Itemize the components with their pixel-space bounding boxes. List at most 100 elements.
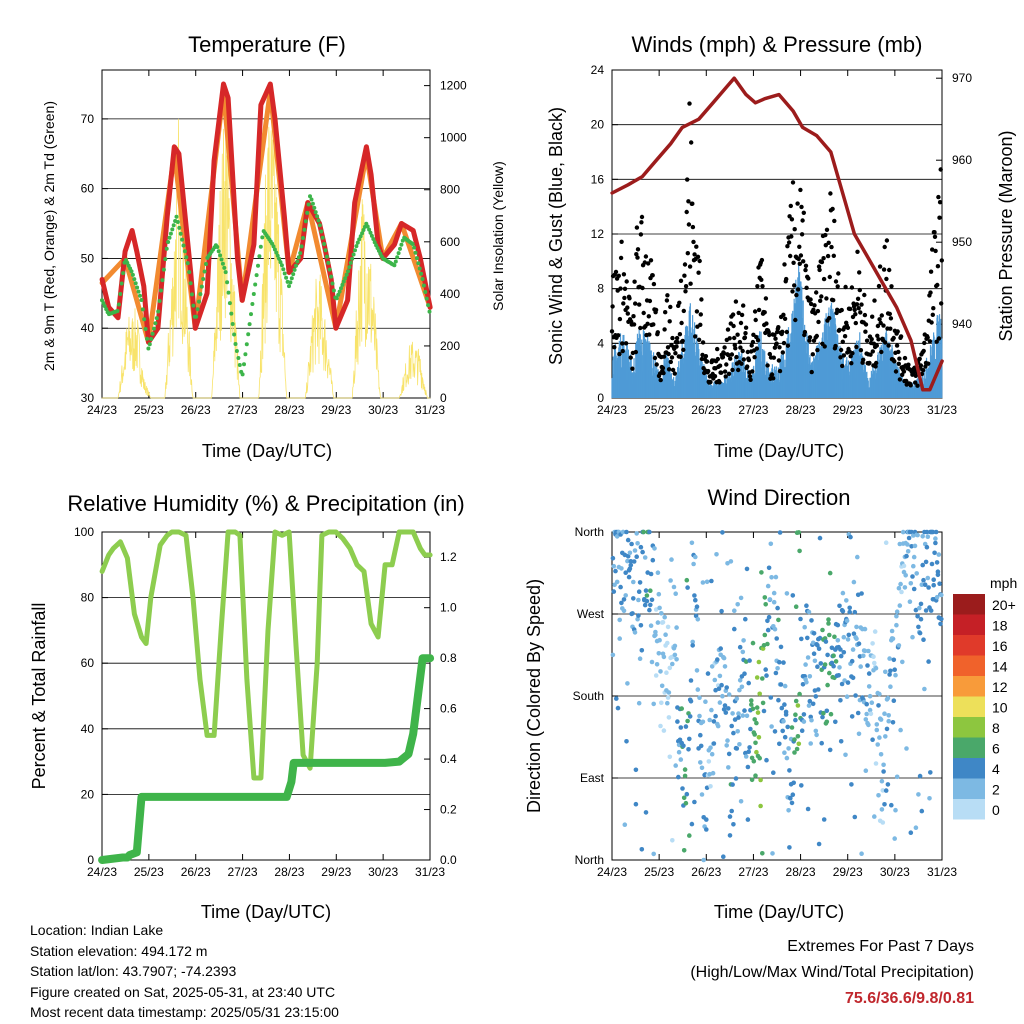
gust-point — [743, 331, 748, 336]
direction-point — [732, 717, 738, 722]
gust-point — [884, 276, 889, 282]
direction-point — [721, 854, 726, 859]
direction-point — [633, 767, 639, 773]
gust-point — [669, 355, 675, 360]
humidity-xlabel: Time (Day/UTC) — [201, 902, 331, 922]
gust-point — [809, 369, 814, 375]
gust-point — [814, 290, 819, 295]
direction-point — [730, 782, 735, 787]
gust-point — [832, 218, 837, 224]
direction-point — [692, 799, 697, 805]
y-tick-label: South — [573, 689, 604, 703]
direction-point — [886, 713, 891, 718]
gust-point — [670, 335, 675, 341]
gust-point — [906, 362, 911, 367]
direction-point — [709, 751, 715, 757]
direction-point — [709, 707, 714, 713]
direction-point — [781, 660, 786, 665]
direction-point — [855, 710, 861, 716]
gust-point — [618, 286, 623, 291]
dewpoint-point — [346, 269, 350, 274]
direction-point — [754, 675, 760, 680]
direction-point — [682, 767, 688, 772]
gust-point — [923, 364, 928, 369]
gust-point — [790, 180, 796, 185]
gust-point — [661, 370, 666, 376]
y-tick-label: 80 — [81, 591, 95, 605]
dewpoint-point — [195, 307, 200, 312]
dewpoint-point — [149, 337, 154, 341]
gust-point — [753, 317, 758, 323]
dewpoint-point — [372, 240, 377, 245]
direction-point — [744, 566, 750, 572]
gust-point — [931, 306, 936, 311]
legend-label: 18 — [992, 618, 1008, 634]
direction-point — [873, 665, 879, 671]
direction-point — [753, 773, 758, 778]
temperature-ylabel-right: Solar Insolation (Yellow) — [490, 161, 506, 311]
dewpoint-point — [197, 299, 201, 304]
direction-point — [930, 529, 936, 535]
direction-point — [792, 750, 797, 755]
direction-point — [889, 802, 894, 808]
direction-point — [793, 717, 798, 723]
extremes-subtitle: (High/Low/Max Wind/Total Precipitation) — [690, 964, 974, 981]
gust-point — [877, 264, 883, 269]
direction-point — [811, 651, 817, 656]
direction-point — [925, 534, 931, 539]
x-tick-label: 28/23 — [786, 865, 816, 879]
direction-point — [876, 793, 881, 798]
direction-point — [765, 627, 771, 633]
y-tick-label: West — [577, 607, 605, 621]
direction-point — [862, 626, 868, 632]
direction-point — [893, 807, 898, 813]
direction-point — [760, 851, 765, 856]
direction-point — [625, 681, 630, 686]
direction-point — [735, 602, 740, 607]
gust-point — [734, 354, 739, 360]
gust-point — [763, 296, 769, 301]
direction-point — [870, 737, 875, 742]
y-tick-label: 20 — [81, 787, 95, 801]
gust-point — [850, 351, 855, 356]
direction-point — [714, 552, 719, 557]
dewpoint-point — [174, 214, 179, 219]
gust-point — [808, 301, 814, 307]
direction-point — [617, 617, 622, 623]
dewpoint-point — [180, 237, 185, 242]
direction-point — [656, 591, 662, 597]
gust-point — [755, 338, 761, 343]
dewpoint-point — [341, 279, 346, 284]
direction-point — [782, 734, 788, 740]
dewpoint-point — [367, 227, 372, 232]
direction-point — [754, 705, 760, 710]
gust-point — [635, 255, 640, 260]
gust-point — [670, 367, 676, 373]
direction-point — [918, 601, 924, 607]
y2-tick-label: 0.4 — [440, 752, 457, 766]
direction-point — [624, 529, 629, 535]
direction-point — [712, 677, 718, 683]
direction-point — [720, 693, 725, 699]
direction-point — [717, 673, 723, 679]
gust-point — [853, 312, 858, 317]
direction-point — [707, 717, 712, 723]
gust-point — [737, 339, 743, 345]
direction-point — [933, 536, 938, 541]
legend-swatch — [953, 696, 985, 717]
dewpoint-point — [227, 301, 232, 306]
direction-point — [647, 607, 652, 613]
gust-point — [747, 374, 753, 379]
dewpoint-point — [154, 316, 159, 321]
direction-point — [852, 814, 858, 820]
direction-point — [827, 632, 832, 638]
gust-point — [719, 370, 724, 375]
dewpoint-point — [357, 237, 362, 242]
direction-point — [915, 532, 920, 538]
dewpoint-point — [244, 342, 249, 347]
dewpoint-point — [243, 352, 248, 357]
direction-point — [807, 698, 813, 704]
direction-point — [894, 622, 899, 628]
gust-point — [759, 277, 764, 282]
gust-point — [792, 283, 797, 288]
